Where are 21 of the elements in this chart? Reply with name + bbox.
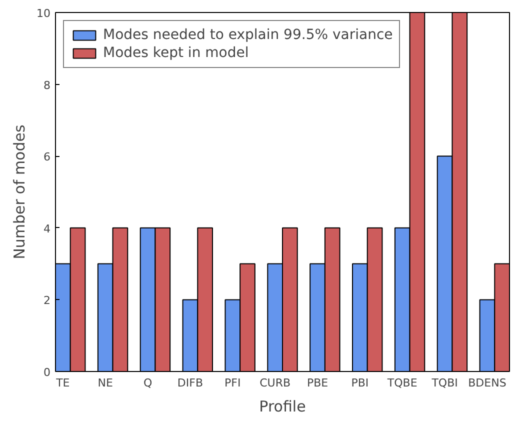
- x-tick-label: PFI: [224, 376, 241, 390]
- y-tick-label: 0: [44, 366, 50, 379]
- y-axis-title: Number of modes: [10, 124, 29, 260]
- x-tick-label: Q: [143, 376, 152, 390]
- x-tick-label: TQBE: [386, 376, 418, 390]
- y-tick-label: 2: [44, 294, 50, 308]
- x-tick-label: CURB: [260, 376, 291, 390]
- x-tick-label: NE: [98, 376, 113, 390]
- x-tick-label: TQBI: [430, 376, 458, 390]
- legend-label: Modes kept in model: [103, 45, 249, 61]
- x-tick-label: DIFB: [177, 376, 204, 390]
- x-axis-title: Profile: [259, 398, 306, 416]
- y-tick-label: 4: [44, 222, 50, 236]
- x-tick-label: BDENS: [468, 376, 506, 390]
- y-tick-label: 8: [44, 78, 50, 92]
- x-tick-label: TE: [55, 376, 70, 390]
- y-tick-label: 6: [44, 150, 50, 164]
- x-tick-label: PBE: [306, 376, 328, 390]
- y-tick-label: 10: [36, 7, 51, 20]
- legend-label: Modes needed to explain 99.5% variance: [103, 27, 393, 43]
- x-tick-label: PBI: [351, 376, 369, 390]
